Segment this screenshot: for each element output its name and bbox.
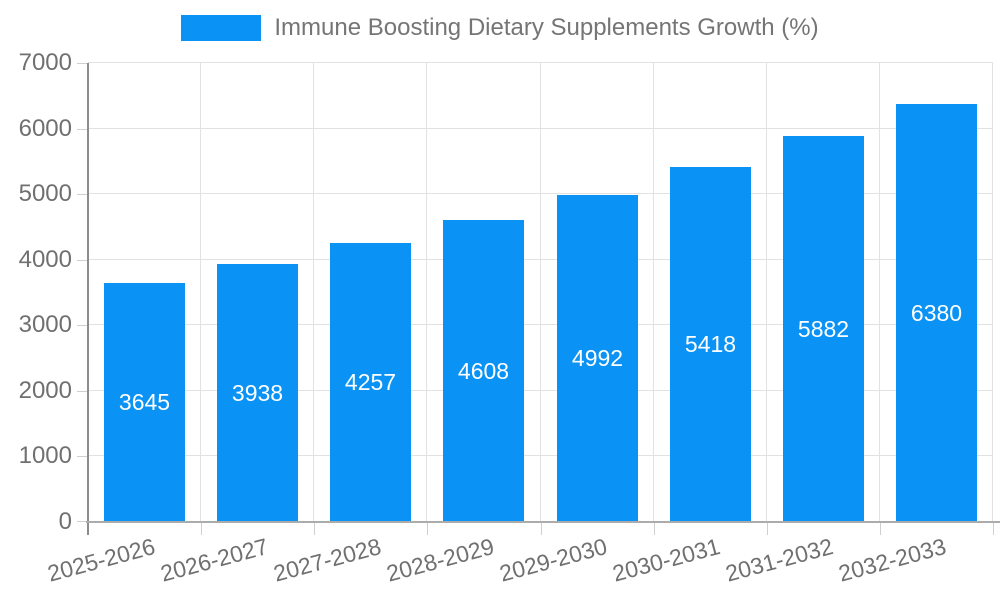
x-tick-label: 2030-2031 [609, 533, 723, 587]
bar[interactable]: 5882 [783, 136, 864, 522]
x-tick-label: 2031-2032 [723, 533, 837, 587]
x-gridline [540, 63, 541, 522]
x-tick [767, 522, 768, 535]
bar-value-label: 3938 [231, 379, 284, 406]
x-tick [880, 522, 881, 535]
y-tick-label: 1000 [18, 442, 72, 470]
x-tick [427, 522, 428, 535]
x-tick-label: 2028-2029 [383, 533, 497, 587]
y-tick [77, 63, 88, 64]
x-gridline [766, 63, 767, 522]
x-axis-line [86, 521, 1000, 523]
y-tick [77, 390, 88, 392]
plot-area: 0 1000 2000 3000 4000 5000 6000 7000 3645 3938 425… [19, 49, 1000, 587]
bar[interactable]: 3645 [104, 283, 185, 522]
x-gridline [879, 63, 880, 522]
bar[interactable]: 6380 [896, 104, 977, 522]
x-tick-label: 2027-2028 [270, 533, 384, 587]
x-tick-label: 2032-2033 [836, 533, 950, 587]
y-tick [77, 325, 88, 327]
bar[interactable]: 4257 [330, 243, 411, 522]
y-tick [77, 194, 88, 196]
x-tick [654, 522, 655, 535]
x-tick [201, 522, 202, 535]
y-gridline [88, 62, 993, 63]
x-gridline [653, 63, 654, 522]
y-tick [77, 521, 88, 522]
x-tick-label: 2026-2027 [157, 533, 271, 587]
bar-value-label: 4608 [457, 357, 510, 384]
legend-label: Immune Boosting Dietary Supplements Grow… [274, 14, 819, 41]
y-tick-label: 6000 [18, 114, 72, 142]
bar[interactable]: 5418 [670, 167, 751, 522]
x-tick [993, 522, 994, 535]
bar-value-label: 5418 [684, 331, 737, 357]
bar[interactable]: 3938 [217, 264, 298, 522]
y-tick-label: 4000 [18, 245, 72, 273]
x-tick-label: 2025-2026 [44, 533, 158, 587]
x-gridline [426, 63, 427, 522]
bar-value-label: 4992 [571, 345, 624, 371]
x-gridline [992, 63, 993, 522]
x-gridline [313, 63, 314, 522]
legend-swatch-icon [181, 15, 262, 41]
y-tick-label: 0 [58, 508, 72, 535]
bar[interactable]: 4608 [443, 220, 524, 522]
bar-value-label: 5882 [797, 315, 850, 342]
x-tick [314, 522, 315, 535]
y-tick-label: 7000 [18, 49, 72, 76]
y-tick [77, 456, 88, 458]
bar-value-label: 6380 [910, 299, 963, 326]
y-tick-label: 3000 [18, 311, 72, 339]
legend[interactable]: Immune Boosting Dietary Supplements Grow… [0, 14, 1000, 42]
x-tick [541, 522, 542, 535]
bar-value-label: 4257 [344, 369, 397, 395]
bar-value-label: 3645 [118, 389, 171, 415]
x-tick-label: 2029-2030 [496, 533, 610, 587]
y-tick-label: 5000 [18, 180, 72, 208]
y-tick-label: 2000 [18, 376, 72, 404]
bar[interactable]: 4992 [557, 195, 638, 522]
y-tick [77, 128, 88, 130]
y-axis-line [87, 63, 89, 535]
y-tick [77, 259, 88, 261]
x-gridline [200, 63, 201, 522]
